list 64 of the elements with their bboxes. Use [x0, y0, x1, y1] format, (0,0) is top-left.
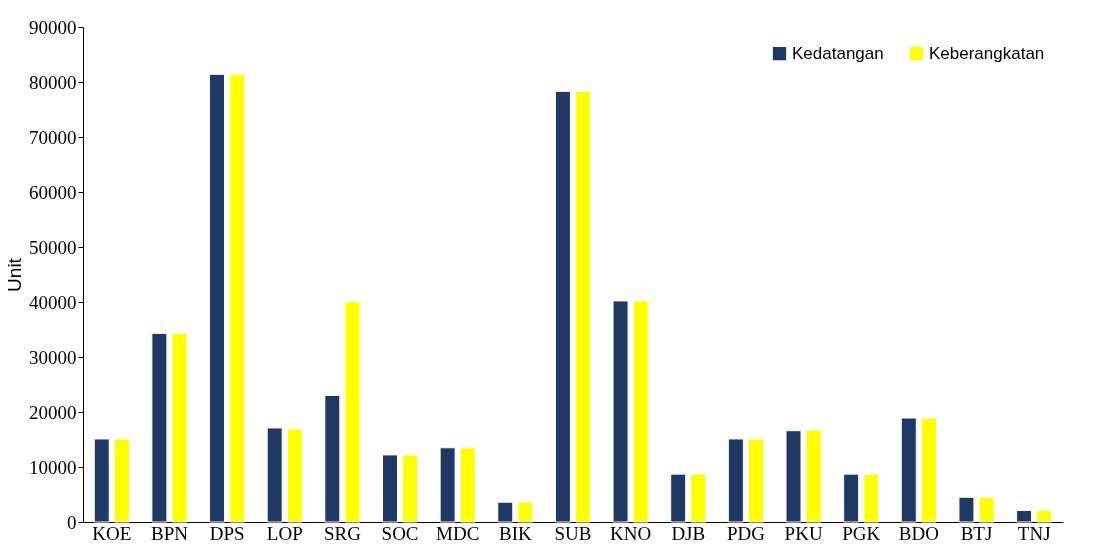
y-tick-label: 90000: [29, 16, 77, 38]
bar: [958, 496, 975, 523]
bar: [727, 438, 744, 523]
bar: [900, 417, 917, 523]
bar: [266, 427, 283, 523]
x-tick-label: PDG: [726, 522, 766, 544]
bar: [381, 454, 398, 523]
y-tick-label: 80000: [29, 71, 77, 93]
x-tick-label: DJB: [671, 522, 706, 544]
bar: [1036, 509, 1053, 523]
bar: [690, 473, 707, 523]
bar: [113, 438, 130, 523]
bar: [785, 430, 802, 523]
x-tick-label: MDC: [436, 522, 480, 544]
bar: [151, 332, 168, 523]
bar: [459, 447, 476, 523]
x-tick-label: DPS: [209, 522, 245, 544]
y-tick-label: 10000: [29, 456, 77, 478]
y-tick-label: 0: [67, 511, 77, 533]
x-tick-label: BPN: [150, 522, 189, 544]
bar: [670, 473, 687, 523]
bar: [978, 496, 995, 523]
x-tick-label: LOP: [266, 522, 303, 544]
y-tick-label: 30000: [29, 346, 77, 368]
bar: [439, 447, 456, 523]
bar: [324, 395, 341, 523]
bar: [843, 473, 860, 523]
bar: [805, 429, 822, 523]
y-tick-label: 70000: [29, 126, 77, 148]
x-tick-label: KOE: [92, 522, 132, 544]
bar: [497, 501, 514, 523]
x-tick-label: BTJ: [960, 522, 993, 544]
legend-label: Keberangkatan: [929, 43, 1045, 63]
bar: [748, 438, 765, 523]
bar: [286, 428, 303, 523]
y-axis-title: Unit: [4, 257, 25, 292]
x-tick-label: SOC: [381, 522, 419, 544]
bar: [402, 454, 419, 523]
bar: [632, 300, 649, 523]
x-tick-label: SUB: [554, 522, 592, 544]
y-tick-label: 40000: [29, 291, 77, 313]
bar: [517, 501, 534, 523]
bar: [209, 73, 226, 523]
bar: [920, 417, 937, 523]
bar: [229, 73, 246, 523]
bar: [575, 90, 592, 523]
y-tick-label: 50000: [29, 236, 77, 258]
bar: [612, 300, 629, 523]
bar: [1016, 509, 1033, 523]
x-tick-label: BIK: [498, 522, 532, 544]
bar: [344, 301, 361, 523]
x-tick-label: PGK: [842, 522, 881, 544]
x-tick-label: TNJ: [1017, 522, 1051, 544]
x-tick-label: SRG: [323, 522, 362, 544]
bar: [93, 438, 110, 523]
bar: [863, 473, 880, 523]
bar: [171, 332, 188, 523]
y-tick-label: 20000: [29, 401, 77, 423]
legend-label: Kedatangan: [792, 43, 884, 63]
x-tick-label: KNO: [610, 522, 652, 544]
y-tick-label: 60000: [29, 181, 77, 203]
x-tick-label: PKU: [784, 522, 823, 544]
bar: [554, 90, 571, 523]
x-tick-label: BDO: [898, 522, 939, 544]
